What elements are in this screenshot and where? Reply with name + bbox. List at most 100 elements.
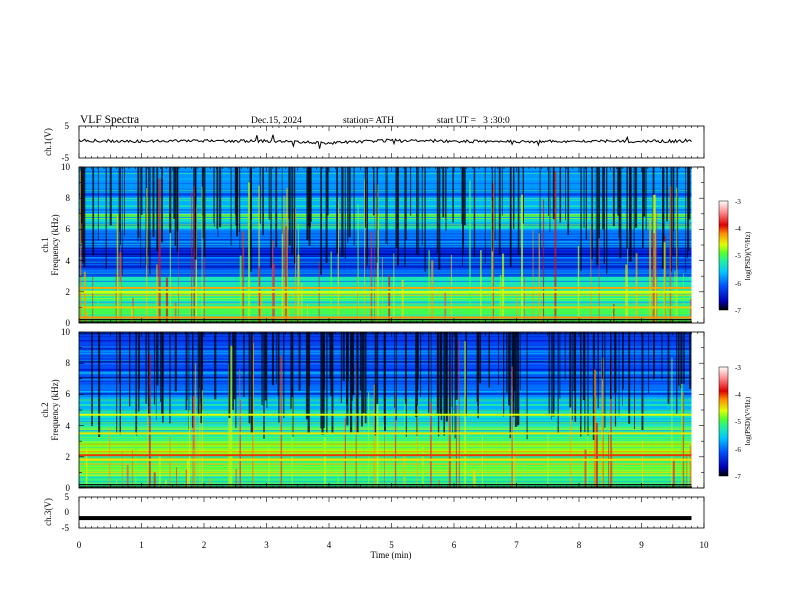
ch1v-axis-label: ch.1(V) — [43, 128, 53, 156]
spectrogram-texture-line — [79, 471, 692, 473]
spectrogram-band — [79, 454, 692, 457]
spectrogram-sferic-streak — [610, 358, 612, 488]
spectrogram-gap-streak — [454, 332, 456, 439]
spectrogram-texture-line — [79, 247, 692, 248]
spectrogram-gap-streak — [688, 167, 691, 220]
spectrogram-gap-streak — [173, 167, 175, 219]
spectrogram-texture-line — [79, 265, 692, 267]
spectrogram-gap-streak — [160, 332, 161, 402]
ch2-tick-8: 8 — [66, 358, 71, 368]
spectrogram-texture-line — [79, 457, 692, 459]
spectrogram-sferic-streak — [229, 393, 231, 488]
spectrogram-gap-streak — [506, 332, 508, 393]
spectrogram-texture-line — [79, 171, 692, 172]
spectrogram-gap-streak — [359, 332, 361, 391]
spectrogram-gap-streak — [436, 167, 438, 254]
spectrogram-sferic-streak — [370, 231, 373, 323]
spectrogram-gap-streak — [428, 332, 430, 413]
spectrogram-sferic-streak — [516, 296, 518, 323]
spectrogram-sferic-streak — [682, 273, 684, 323]
spectrogram-gap-streak — [509, 167, 512, 268]
spectrogram-gap-streak — [622, 332, 624, 390]
spectrogram-gap-streak — [145, 332, 147, 404]
spectrogram-gap-streak — [449, 332, 451, 416]
spectrogram-sferic-streak — [499, 274, 502, 323]
spectrogram-sferic-streak — [191, 191, 193, 323]
spectrogram-texture-line — [79, 304, 692, 307]
ch1-colorbar-label: log(PSD)(V²/Hz) — [744, 231, 752, 280]
spectrogram-gap-streak — [275, 167, 278, 248]
spectrogram-gap-streak — [219, 167, 222, 228]
spectrogram-gap-streak — [250, 332, 253, 434]
spectrogram-sferic-streak — [491, 201, 493, 323]
spectrogram-sferic-streak — [376, 403, 379, 488]
spectrogram-sferic-streak — [482, 436, 483, 488]
spectrogram-gap-streak — [292, 332, 294, 437]
spectrogram-gap-streak — [250, 167, 252, 272]
spectrogram-sferic-streak — [590, 226, 592, 323]
spectrogram-gap-streak — [109, 167, 112, 226]
spectrogram-gap-streak — [202, 167, 204, 239]
spectrogram-gap-streak — [603, 167, 605, 264]
spectrogram-sferic-streak — [258, 185, 260, 323]
spectrogram-sferic-streak — [511, 366, 513, 488]
spectrogram-gap-streak — [176, 167, 179, 232]
spectrogram-gap-streak — [326, 332, 328, 434]
spectrogram-gap-streak — [124, 167, 125, 236]
spectrogram-sferic-streak — [285, 226, 287, 323]
ch1-y-ticks: 0 2 4 6 8 10 — [61, 162, 71, 328]
spectrogram-band — [79, 413, 692, 416]
spectrogram-gap-streak — [308, 167, 311, 246]
spectrogram-sferic-streak — [131, 449, 133, 488]
spectrogram-sferic-streak — [146, 188, 148, 323]
ch2-colorbar: -3 -4 -5 -6 -7 log(PSD)(V²/Hz) — [718, 364, 752, 481]
spectrogram-gap-streak — [421, 167, 423, 245]
spectrogram-gap-streak — [415, 332, 417, 417]
spectrogram-gap-streak — [156, 167, 159, 252]
spectrogram-gap-streak — [325, 167, 328, 263]
spectrogram-gap-streak — [347, 167, 349, 243]
spectrogram-gap-streak — [214, 332, 217, 400]
spectrogram-texture-line — [79, 211, 692, 213]
spectrogram-sferic-streak — [384, 381, 385, 488]
spectrogram-gap-streak — [573, 332, 575, 391]
spectrogram-sferic-streak — [514, 452, 516, 488]
spectrogram-sferic-streak — [85, 447, 88, 488]
spectrogram-gap-streak — [549, 167, 551, 233]
ch1-axis-label-frequency: Frequency (kHz) — [50, 214, 60, 275]
ch2-tick-6: 6 — [66, 389, 71, 399]
spectrogram-gap-streak — [347, 332, 349, 381]
spectrogram-sferic-streak — [178, 189, 179, 323]
spectrogram-texture-line — [79, 273, 692, 275]
spectrogram-sferic-streak — [193, 449, 195, 488]
spectrogram-gap-streak — [626, 167, 628, 249]
spectrogram-texture-line — [79, 437, 692, 438]
spectrogram-sferic-streak — [364, 179, 365, 323]
spectrogram-sferic-streak — [543, 199, 545, 323]
spectrogram-sferic-streak — [192, 396, 195, 488]
spectrogram-sferic-streak — [228, 364, 230, 488]
spectrogram-texture-line — [79, 293, 692, 295]
spectrogram-gap-streak — [194, 167, 196, 242]
spectrogram-texture-line — [79, 210, 692, 212]
spectrogram-band — [79, 286, 692, 289]
spectrogram-sferic-streak — [304, 483, 306, 488]
spectrogram-gap-streak — [559, 332, 561, 399]
ch2-tick-0: 0 — [66, 483, 71, 493]
spectrogram-gap-streak — [329, 332, 331, 379]
spectrogram-sferic-streak — [131, 308, 134, 323]
spectrogram-gap-streak — [97, 167, 99, 241]
spectrogram-sferic-streak — [301, 282, 303, 323]
spectrogram-gap-streak — [440, 332, 443, 421]
spectrogram-texture-line — [79, 242, 692, 244]
spectrogram-gap-streak — [139, 332, 140, 389]
spectrogram-sferic-streak — [186, 460, 189, 488]
spectrogram-gap-streak — [152, 167, 155, 238]
spectrogram-sferic-streak — [242, 231, 245, 323]
spectrogram-gap-streak — [494, 167, 496, 241]
spectrogram-sferic-streak — [434, 314, 436, 323]
spectrogram-sferic-streak — [174, 302, 177, 323]
spectrogram-sferic-streak — [295, 208, 297, 323]
spectrogram-sferic-streak — [169, 189, 171, 323]
spectrogram-gap-streak — [330, 332, 333, 396]
